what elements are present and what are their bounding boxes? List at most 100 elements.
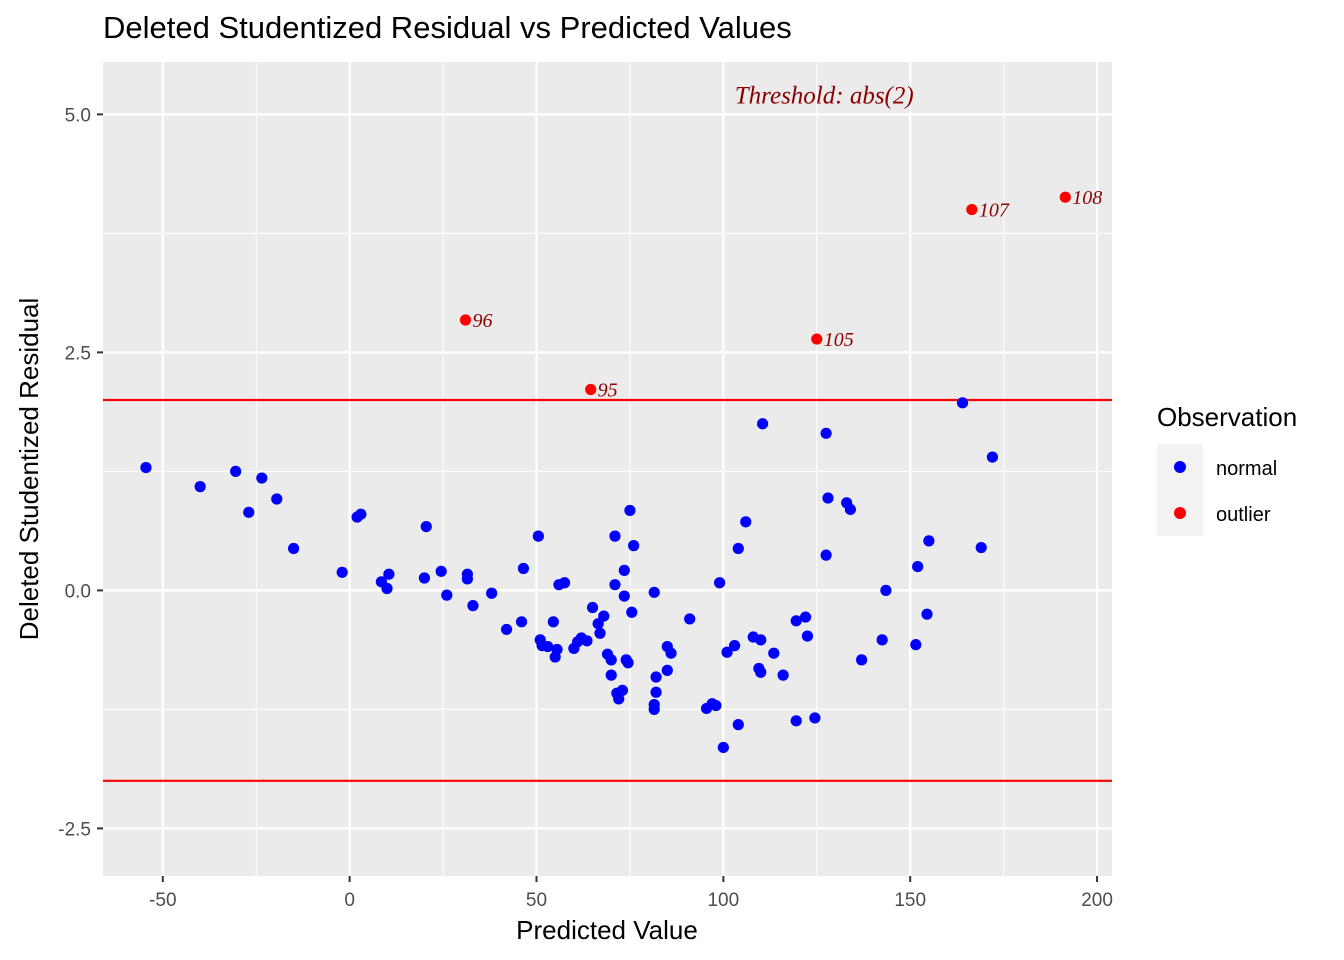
normal-point	[467, 600, 479, 612]
normal-point	[755, 666, 767, 678]
threshold-annotation: Threshold: abs(2)	[735, 82, 914, 109]
normal-point	[194, 481, 206, 493]
major-gridlines	[103, 62, 1112, 876]
normal-point	[790, 715, 802, 727]
normal-point	[820, 549, 832, 561]
normal-point	[650, 686, 662, 698]
outlier-point	[459, 314, 472, 326]
normal-point	[381, 582, 393, 595]
y-axis-ticks: -2.5 0.0 2.5 5.0	[58, 105, 103, 840]
outlier-point	[811, 333, 823, 345]
normal-point	[801, 630, 814, 642]
y-tick-label: 5.0	[65, 105, 91, 126]
normal-point	[609, 579, 621, 591]
normal-point	[542, 640, 554, 653]
normal-point	[383, 568, 395, 580]
normal-point	[618, 590, 630, 602]
normal-point	[856, 654, 868, 666]
normal-point	[336, 566, 348, 578]
normal-point	[355, 508, 367, 520]
normal-point	[609, 530, 621, 542]
normal-point	[461, 573, 473, 585]
normal-point	[441, 589, 453, 601]
normal-point	[650, 671, 662, 683]
normal-point	[768, 647, 780, 659]
outlier-label: 107	[979, 200, 1010, 222]
normal-point	[271, 493, 283, 505]
normal-point	[956, 397, 969, 409]
legend-label-outlier: outlier	[1216, 504, 1271, 526]
chart-title: Deleted Studentized Residual vs Predicte…	[103, 10, 792, 45]
normal-point	[435, 565, 447, 577]
outlier-point	[966, 203, 978, 216]
legend-label-normal: normal	[1216, 458, 1277, 480]
x-tick-label: -50	[149, 890, 176, 911]
x-axis-title: Predicted Value	[516, 915, 698, 945]
normal-point	[844, 503, 857, 516]
normal-point	[605, 654, 617, 666]
normal-point	[923, 535, 935, 547]
normal-point	[880, 584, 892, 596]
y-axis-title: Deleted Studentized Residual	[14, 298, 44, 641]
normal-point	[714, 577, 726, 589]
normal-point	[626, 606, 638, 618]
x-tick-label: 200	[1081, 890, 1113, 911]
normal-point	[230, 465, 242, 477]
normal-point	[140, 461, 152, 474]
normal-point	[684, 613, 696, 625]
normal-point	[532, 530, 544, 542]
normal-point	[910, 639, 922, 651]
normal-point	[594, 627, 606, 639]
normal-point	[790, 615, 802, 627]
minor-gridlines	[103, 62, 1112, 876]
normal-point	[517, 562, 530, 575]
normal-point	[710, 699, 722, 712]
normal-point	[598, 610, 610, 622]
x-tick-label: 50	[526, 890, 547, 911]
normal-point	[648, 699, 660, 711]
normal-point	[586, 601, 599, 614]
normal-point	[501, 623, 513, 636]
normal-point	[581, 635, 593, 647]
normal-point	[721, 646, 733, 658]
normal-point	[732, 542, 744, 555]
outlier-point	[585, 383, 597, 396]
normal-point	[486, 587, 498, 599]
normal-point	[728, 640, 741, 652]
normal-point	[986, 451, 999, 463]
normal-point	[661, 664, 673, 676]
outlier-label: 108	[1072, 187, 1102, 209]
outlier-point	[1059, 191, 1071, 203]
outlier-label: 105	[824, 329, 854, 351]
threshold-lines	[103, 398, 1112, 782]
normal-point	[256, 472, 268, 484]
normal-point	[420, 520, 432, 533]
plot-panel	[103, 62, 1112, 876]
normal-point	[287, 542, 300, 555]
normal-point	[912, 560, 924, 573]
y-tick-label: 0.0	[65, 581, 91, 602]
normal-point	[820, 427, 832, 439]
legend: Observation normal outlier	[1157, 402, 1297, 536]
normal-point	[740, 516, 752, 528]
normal-point	[624, 504, 636, 517]
x-tick-label: 150	[894, 890, 926, 911]
x-axis-ticks: -50 0 50 100 150 200	[149, 876, 1113, 911]
normal-point	[975, 541, 987, 554]
normal-point	[777, 669, 789, 681]
normal-point	[558, 577, 571, 589]
legend-title: Observation	[1157, 402, 1297, 432]
normal-point	[717, 741, 729, 754]
outlier-label: 96	[472, 310, 492, 332]
normal-point	[616, 684, 629, 696]
normal-point	[822, 492, 834, 504]
normal-point	[876, 634, 888, 646]
normal-point	[613, 693, 625, 705]
normal-point	[755, 634, 767, 646]
normal-point	[418, 572, 430, 584]
normal-point	[809, 712, 821, 724]
data-points	[140, 191, 1071, 754]
legend-marker-outlier	[1174, 507, 1186, 519]
outlier-label: 95	[598, 380, 618, 402]
